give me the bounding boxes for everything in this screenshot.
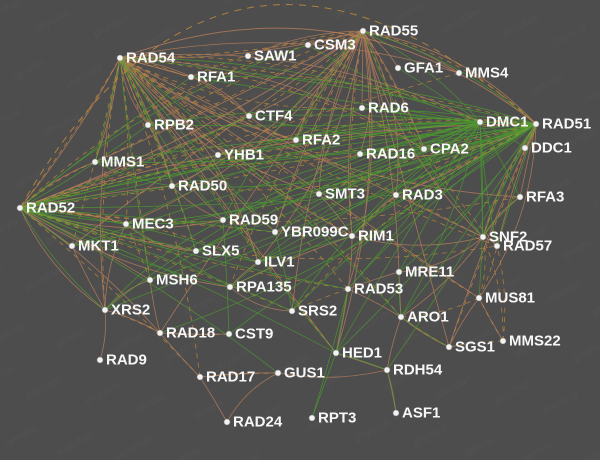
svg-text:RAD52: RAD52 — [26, 200, 75, 217]
svg-text:RAD51: RAD51 — [542, 116, 591, 133]
svg-text:MMS4: MMS4 — [465, 65, 509, 82]
svg-text:CSM3: CSM3 — [314, 37, 356, 54]
svg-text:ARO1: ARO1 — [407, 309, 449, 326]
svg-text:RAD57: RAD57 — [503, 238, 552, 255]
svg-text:HED1: HED1 — [342, 345, 382, 362]
svg-text:RAD9: RAD9 — [106, 352, 147, 369]
svg-text:SAW1: SAW1 — [254, 48, 297, 65]
svg-text:RAD50: RAD50 — [178, 178, 227, 195]
svg-text:RAD24: RAD24 — [233, 414, 283, 431]
svg-text:RAD59: RAD59 — [229, 212, 278, 229]
svg-text:CPA2: CPA2 — [430, 141, 469, 158]
svg-text:RPB2: RPB2 — [154, 117, 194, 134]
svg-text:RAD53: RAD53 — [354, 281, 403, 298]
svg-text:SMT3: SMT3 — [325, 186, 365, 203]
svg-text:CTF4: CTF4 — [255, 108, 293, 125]
svg-text:RFA3: RFA3 — [526, 189, 564, 206]
svg-text:YHB1: YHB1 — [224, 147, 264, 164]
svg-text:MEC3: MEC3 — [132, 216, 174, 233]
svg-text:SGS1: SGS1 — [455, 339, 495, 356]
svg-text:MSH6: MSH6 — [156, 272, 198, 289]
svg-text:RAD17: RAD17 — [206, 369, 255, 386]
svg-text:CST9: CST9 — [235, 326, 273, 343]
svg-text:ASF1: ASF1 — [402, 405, 440, 422]
svg-text:RAD6: RAD6 — [368, 100, 409, 117]
svg-text:GFA1: GFA1 — [404, 60, 443, 77]
svg-text:GUS1: GUS1 — [284, 365, 325, 382]
svg-text:SLX5: SLX5 — [202, 243, 240, 260]
svg-text:RIM1: RIM1 — [358, 228, 394, 245]
svg-text:DDC1: DDC1 — [531, 140, 572, 157]
svg-text:RAD16: RAD16 — [366, 146, 415, 163]
svg-text:RAD54: RAD54 — [126, 50, 176, 67]
svg-text:MKT1: MKT1 — [78, 238, 119, 255]
svg-text:RFA2: RFA2 — [302, 132, 340, 149]
svg-text:RFA1: RFA1 — [197, 69, 235, 86]
svg-text:RAD3: RAD3 — [402, 187, 443, 204]
svg-text:MRE11: MRE11 — [405, 264, 454, 281]
svg-text:RPA135: RPA135 — [236, 279, 292, 296]
svg-text:RAD55: RAD55 — [369, 23, 418, 40]
svg-text:ILV1: ILV1 — [264, 254, 295, 271]
svg-text:MMS22: MMS22 — [509, 333, 561, 350]
svg-text:RDH54: RDH54 — [393, 362, 443, 379]
svg-text:RAD18: RAD18 — [166, 325, 215, 342]
svg-text:SRS2: SRS2 — [298, 303, 337, 320]
svg-text:MUS81: MUS81 — [485, 290, 535, 307]
svg-text:YBR099C: YBR099C — [281, 224, 349, 241]
svg-text:RPT3: RPT3 — [318, 410, 356, 427]
svg-text:DMC1: DMC1 — [486, 114, 529, 131]
svg-text:MMS1: MMS1 — [101, 154, 144, 171]
svg-text:XRS2: XRS2 — [111, 302, 150, 319]
